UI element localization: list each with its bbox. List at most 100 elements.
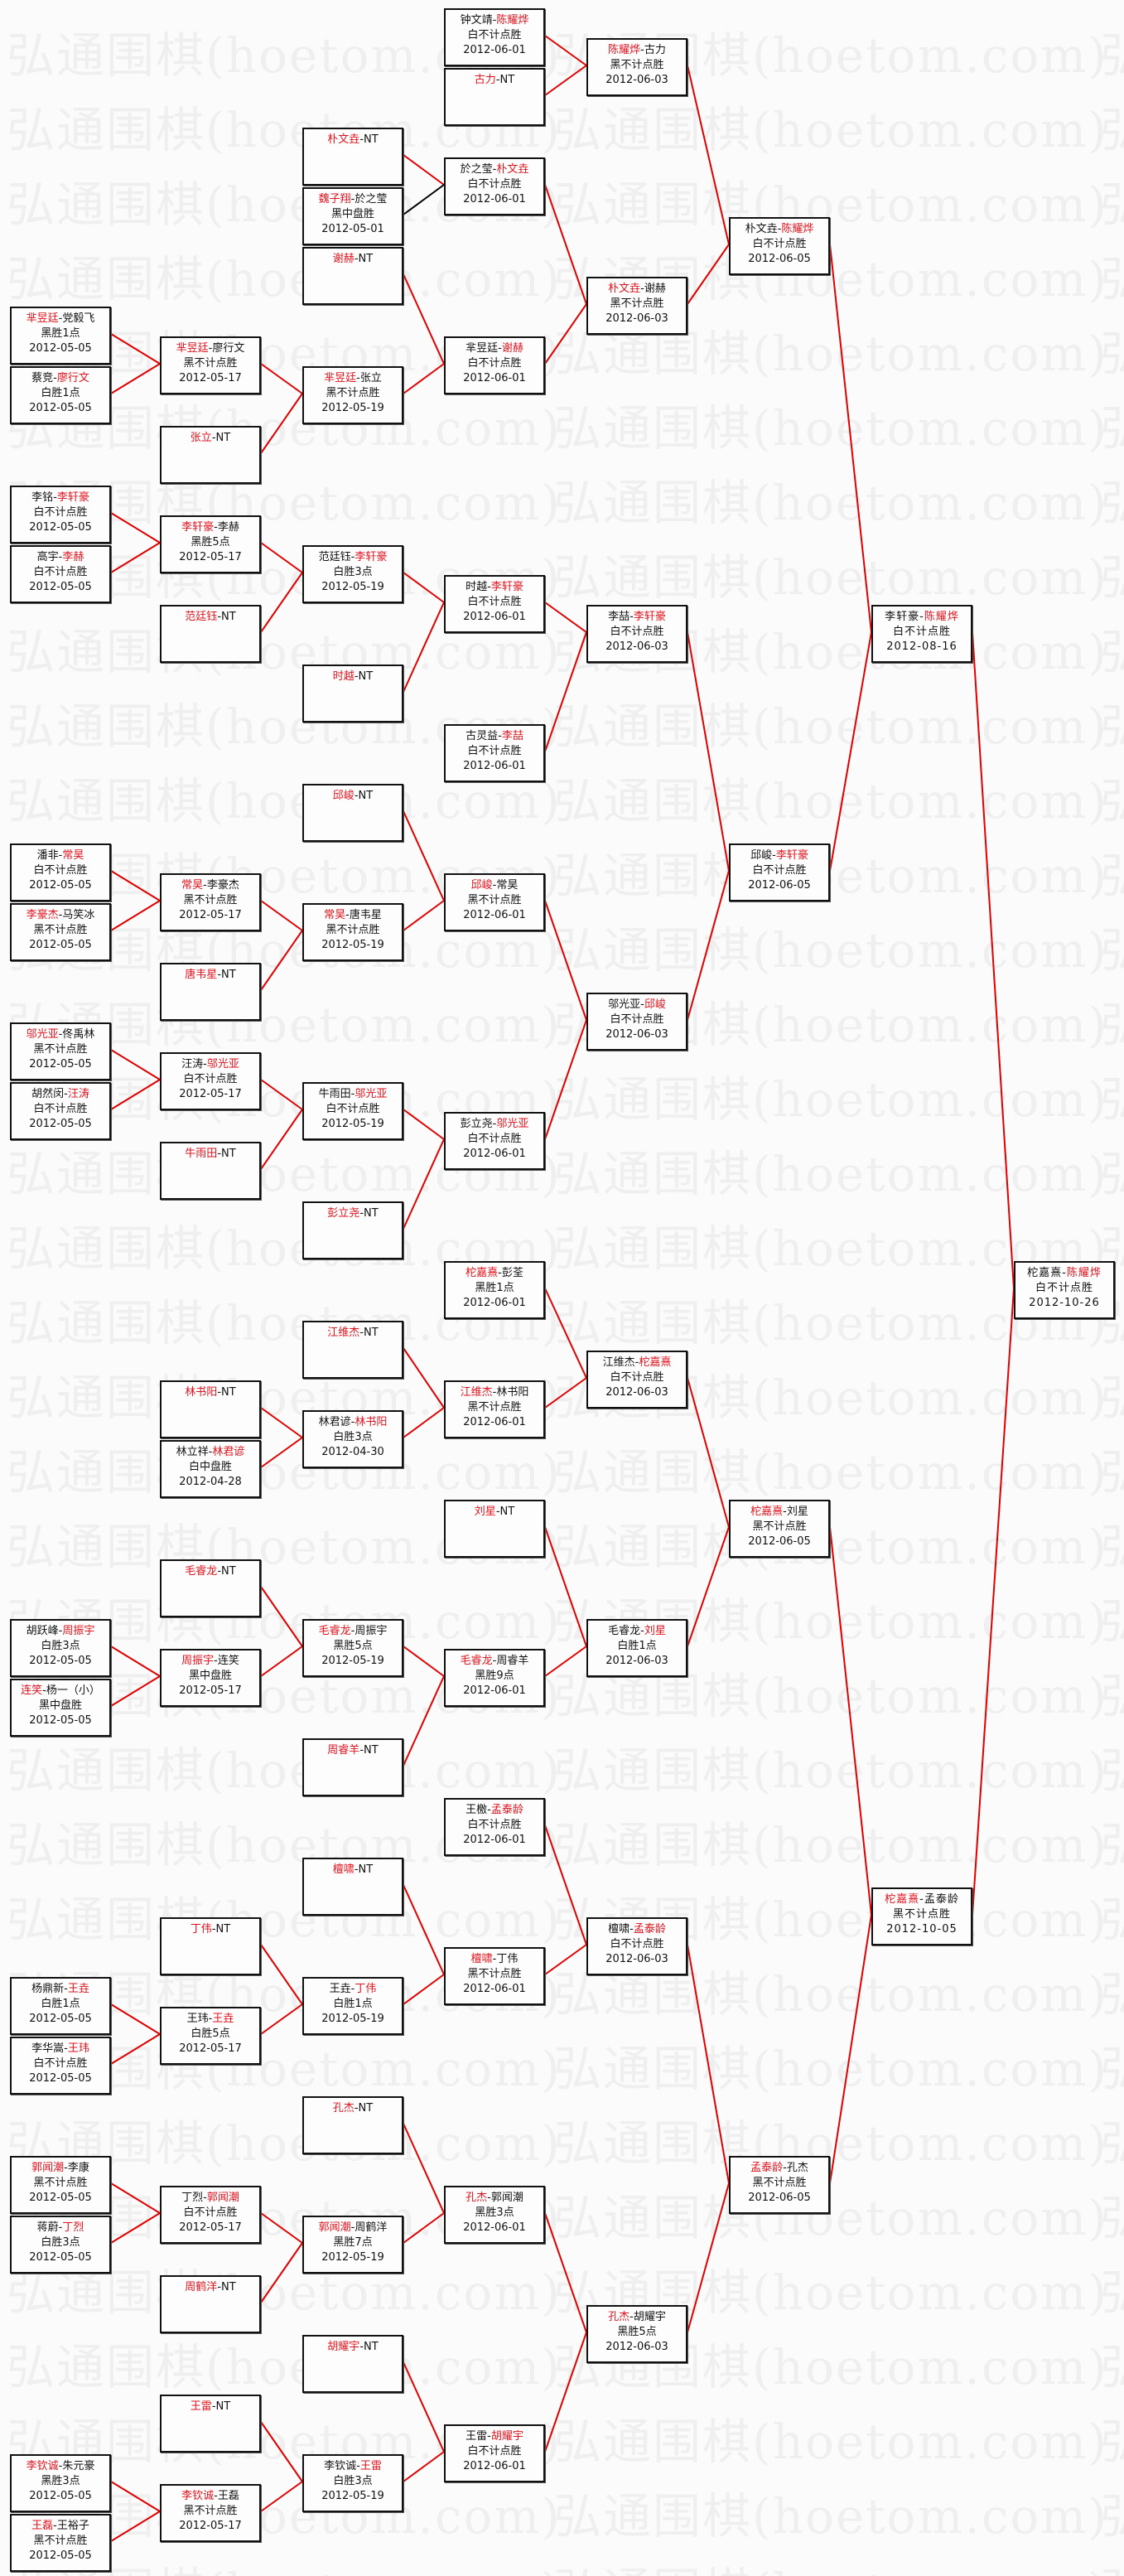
player-black: 刘星 — [474, 1505, 496, 1518]
player-black: 邬光亚 — [608, 998, 641, 1011]
bye-marker: NT — [364, 2341, 379, 2353]
match-players: 王垚-丁伟 — [304, 1982, 402, 1997]
bracket-connector — [829, 244, 872, 633]
player-black: 彭立尧 — [327, 1207, 360, 1220]
match-box: 毛睿龙-周睿羊 黑胜9点 2012-06-01 — [444, 1649, 545, 1707]
separator: - — [208, 1446, 213, 1458]
match-players: 柁嘉熹-孟泰龄 — [873, 1892, 971, 1907]
separator: - — [217, 611, 222, 623]
match-date: 2012-06-05 — [748, 1535, 811, 1548]
separator: - — [354, 2102, 359, 2114]
match-players: 常昊-李豪杰 — [162, 878, 259, 893]
match-date: 2012-05-19 — [321, 402, 384, 414]
separator: - — [354, 1863, 359, 1876]
bracket-connector — [403, 1675, 445, 1766]
player-black: 高宇 — [36, 551, 59, 563]
separator: - — [203, 879, 207, 892]
separator: - — [492, 1953, 497, 1965]
match-result: 黑中盘胜 — [188, 1670, 232, 1682]
match-players: 李钦诚-王雷 — [304, 2459, 402, 2474]
player-black: 谢赫 — [332, 253, 355, 265]
bracket-connector — [687, 2182, 730, 2333]
match-result: 黑不计点胜 — [33, 2535, 88, 2547]
match-result: 黑不计点胜 — [33, 1043, 88, 1056]
match-result: 白不计点胜 — [610, 626, 664, 638]
bracket-connector — [544, 1377, 587, 1409]
match-players: 古灵益-李喆 — [446, 729, 543, 744]
match-date: 2012-08-16 — [886, 640, 958, 653]
separator: - — [208, 342, 213, 355]
match-result: 黑不计点胜 — [33, 924, 88, 936]
match-box: 古灵益-李喆 白不计点胜 2012-06-01 — [444, 724, 545, 782]
separator: - — [350, 1983, 355, 1995]
separator: - — [53, 372, 57, 384]
player-black: 朴文垚 — [608, 283, 641, 295]
player-black: 李豪杰 — [26, 909, 59, 921]
player-black: 檀啸 — [332, 1863, 355, 1876]
match-box: 李喆-李轩豪 白不计点胜 2012-06-03 — [586, 605, 687, 663]
match-players: 彭立尧-邬光亚 — [446, 1117, 543, 1132]
bracket-connector — [403, 2451, 445, 2482]
separator: - — [354, 253, 359, 265]
match-result: 白不计点胜 — [326, 1103, 380, 1115]
match-box: 王雷-NT — [160, 2395, 261, 2453]
bracket-connector — [544, 900, 587, 1021]
separator: - — [640, 283, 644, 295]
separator: - — [345, 909, 350, 921]
bracket-connector — [260, 1437, 303, 1468]
match-players: 陈耀烨-古力 — [588, 43, 686, 58]
match-result: 白不计点胜 — [467, 596, 522, 608]
match-date: 2012-05-05 — [29, 1714, 92, 1727]
match-box: 杨鼎新-王垚 白胜1点 2012-05-05 — [10, 1977, 111, 2035]
bracket-connector — [110, 363, 161, 394]
separator: - — [498, 730, 502, 742]
player-black: 魏子翔 — [318, 193, 351, 205]
bracket-connector — [544, 631, 587, 752]
match-box: 唐韦星-NT — [160, 963, 261, 1021]
player-white: 胡耀宇 — [633, 2311, 666, 2323]
bracket-connector — [829, 631, 872, 872]
match-result: 白不计点胜 — [467, 2445, 522, 2458]
match-box: 芈昱廷-张立 黑不计点胜 2012-05-19 — [302, 366, 403, 424]
match-result: 白胜1点 — [41, 387, 80, 399]
bye-marker: NT — [358, 670, 374, 683]
player-black: 范廷钰 — [185, 611, 218, 623]
player-white: 汪涛 — [67, 1088, 89, 1100]
bye-marker: NT — [358, 253, 374, 265]
match-box: 江维杰-NT — [302, 1321, 403, 1379]
player-black: 胡然闵 — [31, 1088, 65, 1100]
bracket-connector — [544, 35, 587, 66]
match-result: 白不计点胜 — [610, 1013, 664, 1026]
match-box: 郭闻潮-李康 黑不计点胜 2012-05-05 — [10, 2156, 111, 2214]
match-box: 王玮-王垚 白胜5点 2012-05-17 — [160, 2007, 261, 2065]
match-box: 芈昱廷-谢赫 白不计点胜 2012-06-01 — [444, 336, 545, 394]
bracket-connector — [544, 1019, 587, 1140]
match-box: 朴文垚-谢赫 黑不计点胜 2012-06-03 — [586, 277, 687, 335]
separator: - — [64, 2162, 68, 2174]
match-box: 林立祥-林君谚 白中盘胜 2012-04-28 — [160, 1440, 261, 1498]
match-result: 白不计点胜 — [752, 238, 807, 250]
separator: - — [203, 1058, 207, 1071]
bracket-connector — [260, 900, 303, 931]
player-black: 王雷 — [466, 2430, 488, 2443]
bracket-connector — [110, 542, 161, 573]
match-date: 2012-05-05 — [29, 879, 92, 892]
match-players: 郭闻潮-周鹤洋 — [304, 2221, 402, 2235]
match-date: 2012-05-17 — [179, 909, 242, 921]
match-result: 黑不计点胜 — [467, 1968, 522, 1980]
match-players: 牛雨田-NT — [162, 1147, 259, 1162]
player-white: 陈耀烨 — [924, 611, 959, 623]
match-result: 白不计点胜 — [610, 1371, 664, 1384]
bracket-connector — [972, 1288, 1015, 1916]
match-result: 白不计点胜 — [610, 1938, 664, 1950]
separator: - — [783, 2162, 787, 2174]
player-black: 李华嵩 — [31, 2042, 65, 2055]
match-result: 黑不计点胜 — [467, 894, 522, 906]
match-players: 周振宇-连笑 — [162, 1654, 259, 1669]
player-white: 胡耀宇 — [490, 2430, 523, 2443]
match-date: 2012-05-17 — [179, 1088, 242, 1100]
bracket-connector — [687, 1377, 730, 1528]
player-white: 王垚 — [212, 2013, 234, 2025]
match-players: 周睿羊-NT — [304, 1743, 402, 1758]
match-result: 白不计点胜 — [33, 2057, 88, 2070]
